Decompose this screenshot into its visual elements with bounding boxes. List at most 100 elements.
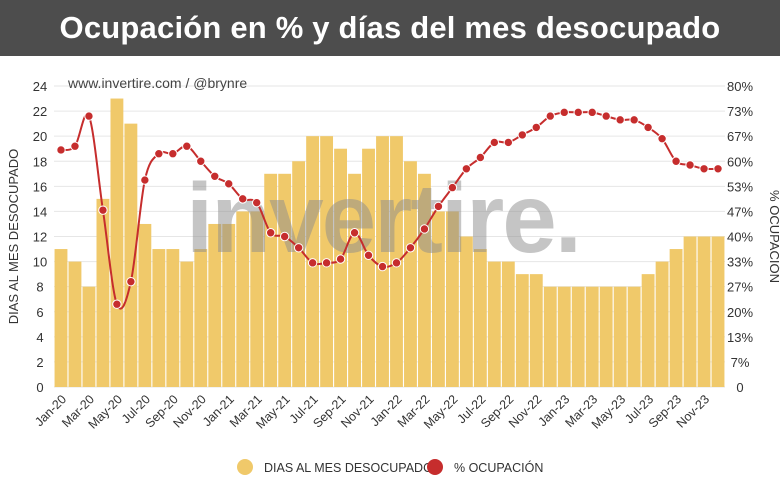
y-tick-label: 7% [731,355,750,370]
line-point [168,149,178,159]
y-tick-label: 20% [727,305,753,320]
bar [194,249,208,387]
bar [613,286,627,387]
bar [459,236,473,387]
line-point [419,224,430,234]
y-tick-label: 73% [727,104,753,119]
bar-series [54,98,725,388]
legend-label-bars: DIAS AL MES DESOCUPADO [264,461,433,475]
bar [669,249,683,387]
line-point [196,156,206,166]
line-point [349,228,360,238]
line-point [643,122,653,133]
bar [180,261,194,387]
bar [82,286,96,387]
y-axis-right-ticks: 0 7% 13% 20% 27% 33% 40% 47% 53% 60% 67% 73% 80% [727,79,753,395]
bar [683,236,697,387]
bar [166,249,180,387]
bar [404,161,417,387]
bar [208,223,222,387]
y-tick-label: 47% [727,204,753,219]
line-point [615,115,625,125]
line-point [112,299,122,309]
y-tick-label: 13% [727,330,753,345]
y-tick-label: 12 [33,230,47,245]
line-point [154,149,164,159]
bar [585,286,599,387]
bar [292,161,306,387]
line-point [405,243,416,253]
y-tick-label: 0 [736,380,743,395]
bar [655,261,669,387]
line-point [559,107,569,118]
line-point [98,205,108,215]
line-point [335,254,346,264]
y-tick-label: 24 [33,79,47,94]
bar [432,211,445,387]
line-point [657,133,667,144]
y-tick-label: 80% [727,79,753,94]
line-point [503,137,514,148]
bar [627,286,641,387]
line-point [210,171,220,182]
bar [473,249,487,387]
legend: DIAS AL MES DESOCUPADO % OCUPACIÓN [237,459,543,475]
line-point [433,201,444,212]
x-axis-ticks: Jan-20Mar-20May-20Jul-20Sep-20Nov-20Jan-… [32,392,712,431]
y-tick-label: 22 [33,104,47,119]
y-axis-left-title: DIAS AL MES DESOCUPADO [6,149,21,325]
y-tick-label: 10 [33,255,47,270]
y-tick-label: 27% [727,280,753,295]
y-tick-label: 67% [727,129,753,144]
line-point [531,122,541,133]
y-axis-right-title: % OCUPACIÓN [767,190,780,283]
line-point [265,228,276,238]
line-point [713,164,723,174]
line-point [391,258,402,268]
bar [68,261,82,387]
bar [557,286,571,387]
bar [362,148,375,387]
bar [487,261,501,387]
line-point [545,111,555,121]
chart-title: Ocupación en % y días del mes desocupado [59,10,721,45]
bar [697,236,711,387]
bar [250,211,264,387]
bar [641,274,655,388]
line-point [517,130,527,140]
line-point [377,261,388,272]
line-point [126,276,136,287]
y-tick-label: 14 [33,204,47,219]
bar [445,211,459,387]
watermark-text: invertire. [186,163,580,273]
y-tick-label: 0 [36,380,43,395]
line-point [279,231,290,242]
bar [54,249,68,387]
chart-header: Ocupación en % y días del mes desocupado [0,0,780,56]
bar [376,136,389,387]
y-tick-label: 60% [727,154,753,169]
bar [529,274,543,388]
line-point [84,111,94,121]
legend-swatch-bars [237,459,253,475]
bar [124,123,138,388]
line-point [252,197,262,208]
bar [138,223,152,387]
y-tick-label: 8 [36,280,43,295]
line-point [363,250,374,261]
line-point [224,179,234,189]
bar [110,98,124,387]
line-point [671,156,681,166]
y-tick-label: 2 [36,355,43,370]
line-point [321,258,332,268]
line-point [182,141,192,151]
line-point [307,258,318,268]
bar [334,148,347,387]
y-tick-label: 53% [727,179,753,194]
legend-swatch-line [427,459,443,475]
line-point [140,175,150,185]
y-tick-label: 6 [36,305,43,320]
bar [278,173,292,387]
y-tick-label: 4 [36,330,43,345]
